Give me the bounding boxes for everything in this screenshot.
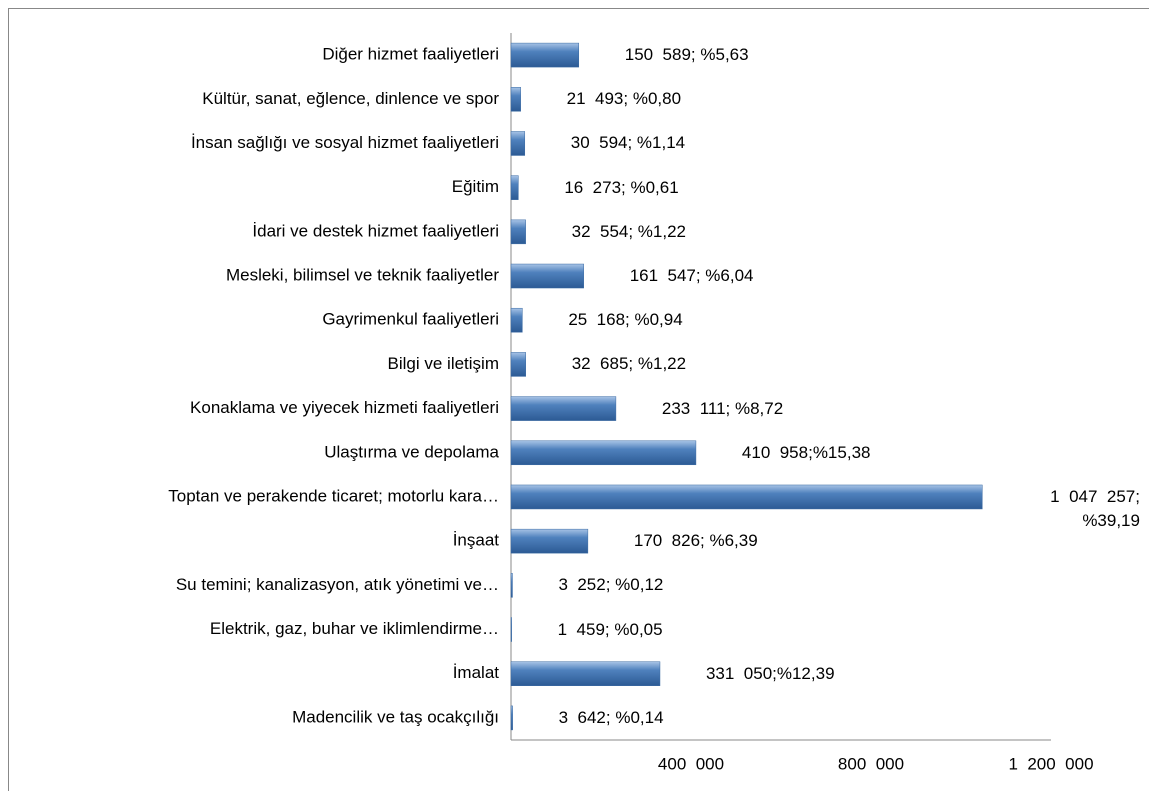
bar (510, 705, 513, 731)
bar (510, 396, 617, 421)
value-label: 32 685; %1,22 (571, 354, 687, 374)
y-tick-label: Mesleki, bilimsel ve teknik faaliyetler (226, 266, 499, 285)
bar (510, 307, 523, 333)
y-tick-label: İnşaat (453, 531, 500, 550)
value-label: 25 168; %0,94 (568, 310, 683, 330)
y-tick-label: İdari ve destek hizmet faaliyetleri (252, 221, 499, 240)
bar (510, 528, 589, 554)
bar (510, 617, 512, 642)
value-label: 1 459; %0,05 (557, 619, 663, 639)
value-label: 170 826; %6,39 (633, 531, 758, 551)
y-tick-label: Diğer hizmet faaliyetleri (322, 45, 499, 64)
value-label: 16 273; %0,61 (564, 177, 679, 197)
y-tick-label: Kültür, sanat, eğlence, dinlence ve spor (202, 89, 499, 108)
value-label: 331 050;%12,39 (705, 663, 835, 683)
value-label: 3 252; %0,12 (558, 575, 664, 595)
y-tick-label: İnsan sağlığı ve sosyal hizmet faaliyetl… (191, 133, 499, 152)
y-tick-label: Gayrimenkul faaliyetleri (322, 310, 499, 329)
x-tick-label: 400 000 (658, 754, 724, 773)
y-tick-label: Madencilik ve taş ocakçılığı (292, 707, 499, 726)
y-tick-label: Konaklama ve yiyecek hizmeti faaliyetler… (190, 398, 499, 417)
value-label: 21 493; %0,80 (566, 89, 682, 109)
y-tick-label: Su temini; kanalizasyon, atık yönetimi v… (176, 575, 499, 594)
bar (510, 661, 661, 686)
bar (510, 573, 513, 598)
x-tick-label: 800 000 (838, 754, 904, 773)
value-label: 30 594; %1,14 (570, 133, 686, 153)
value-label: 410 958;%15,38 (741, 442, 871, 462)
y-tick-label: Ulaştırma ve depolama (324, 442, 499, 461)
value-label: 161 547; %6,04 (629, 266, 754, 286)
bar (510, 484, 983, 510)
bar (510, 219, 526, 245)
bar (510, 263, 584, 289)
value-label: 150 589; %5,63 (624, 45, 749, 65)
y-tick-label: Bilgi ve iletişim (388, 354, 499, 373)
value-label: 3 642; %0,14 (558, 707, 664, 727)
bar (510, 440, 697, 466)
bar (510, 131, 526, 156)
value-label: 1 047 257; %39,19 (1050, 486, 1145, 530)
value-label: 233 111; %8,72 (661, 398, 784, 418)
y-tick-label: Toptan ve perakende ticaret; motorlu kar… (168, 486, 499, 505)
x-tick-label: 1 200 000 (1008, 754, 1093, 773)
y-tick-label: Elektrik, gaz, buhar ve iklimlendirme… (210, 619, 499, 638)
bar (510, 175, 519, 200)
bar (510, 87, 521, 112)
bar (510, 352, 526, 377)
chart-frame (8, 8, 1149, 791)
y-tick-label: Eğitim (452, 177, 499, 196)
y-tick-label: İmalat (453, 663, 500, 682)
bar (510, 42, 580, 68)
value-label: 32 554; %1,22 (571, 221, 687, 241)
